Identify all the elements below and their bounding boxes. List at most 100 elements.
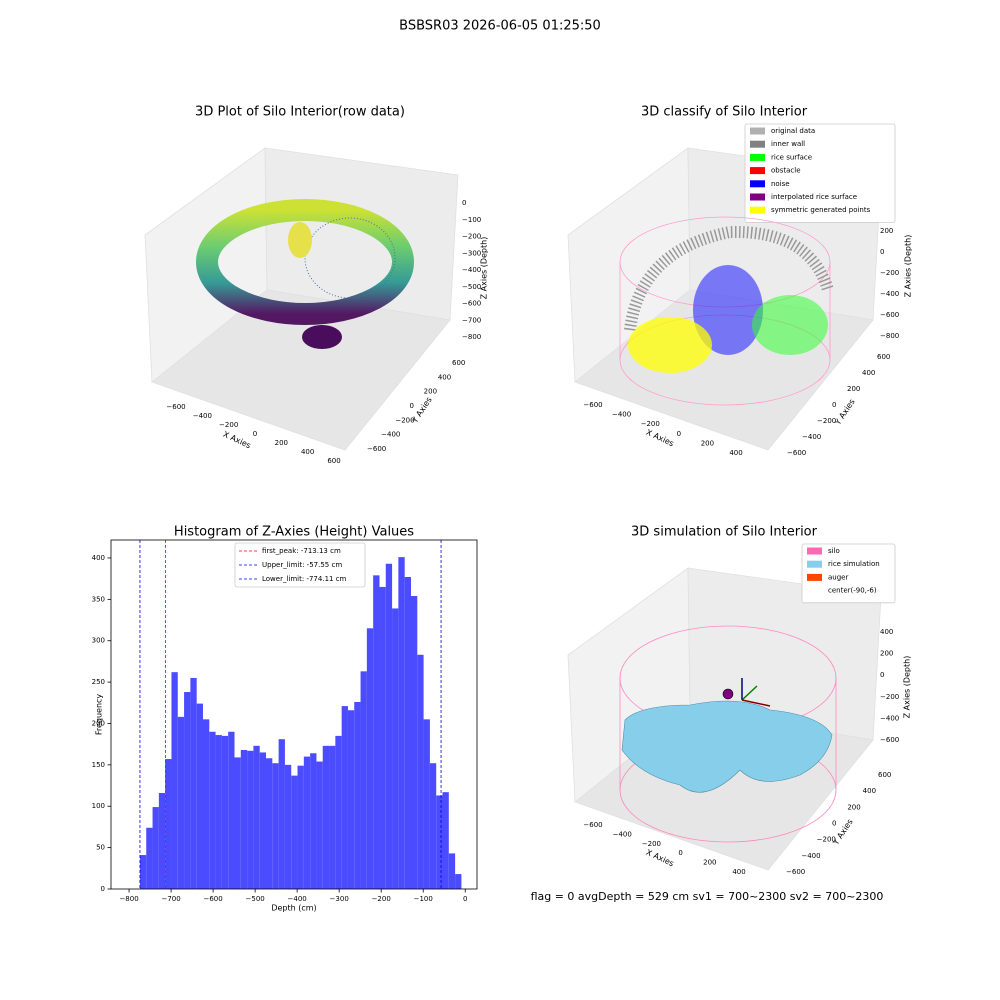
legend-label: auger [828,573,848,581]
bar [259,752,267,889]
legend-label: rice surface [771,153,812,161]
bar [417,654,424,889]
y-tick-label: −400 [802,433,821,441]
x-tick-label: −700 [161,895,180,903]
bar [354,701,361,889]
bar [448,853,456,889]
y-tick-label: 600 [878,771,891,779]
x-tick-label: −600 [166,403,185,411]
x-axis-label: X Axies [645,428,676,449]
bar [373,575,380,889]
x-tick-label: −600 [583,821,602,829]
bar [335,735,342,889]
y-tick-label: −600 [367,445,386,453]
bar [392,608,399,889]
classified-points [619,216,834,406]
bar [404,576,411,889]
legend-label: noise [771,180,790,188]
bar [234,757,241,889]
bar [165,759,172,889]
y-tick-label: 300 [92,637,105,645]
bar [221,735,229,889]
legend-label: obstacle [771,167,801,175]
y-tick-label: 600 [877,353,890,361]
x-axis-label: X Axies [645,848,676,869]
legend-box [801,543,896,604]
chart-title: Histogram of Z-Axies (Height) Values [174,525,414,540]
x-tick-label: 200 [701,439,714,447]
x-tick-label: −200 [372,895,391,903]
legend-label: silo [828,547,840,555]
bar [303,756,311,889]
legend-swatch [807,587,822,595]
x-tick-label: 200 [703,859,716,867]
legend-box [234,542,366,588]
y-tick-label: 0 [101,885,105,893]
legend-label: interpolated rice surface [771,193,857,201]
legend-label: first_peak: -713.13 cm [262,547,341,555]
x-tick-label: −400 [193,412,212,420]
bar [429,763,437,889]
z-tick-label: 400 [880,628,893,636]
bar [247,750,254,889]
x-tick-label: 0 [677,430,681,438]
figure-title: BSBSR03 2026-06-05 01:25:50 [399,19,601,34]
histogram: Histogram of Z-Axies (Height) Values −800… [92,525,478,913]
bar [442,792,449,889]
legend-label: Lower_limit: -774.11 cm [262,575,347,583]
y-tick-label: −600 [786,868,805,876]
y-tick-label: −200 [817,417,836,425]
x-tick-label: −200 [641,420,660,428]
z-tick-label: −100 [462,216,481,224]
z-tick-label: −700 [462,316,481,324]
x-tick-label: 0 [678,849,682,857]
x-tick-label: −400 [613,830,632,838]
y-tick-label: 200 [424,388,437,396]
x-tick-label: −200 [642,840,661,848]
bar [190,677,197,889]
z-tick-label: −600 [880,736,899,744]
bar [146,827,153,889]
bar [215,735,222,889]
y-tick-label: 0 [832,820,836,828]
legend-swatch [807,560,822,568]
legend-swatch [750,206,765,214]
legend-swatch [750,153,765,161]
legend-swatch [750,193,765,201]
z-tick-label: 0 [880,671,884,679]
bar [202,719,210,889]
x-tick-label: −800 [119,895,138,903]
z-tick-label: −300 [462,249,481,257]
bar [228,731,235,889]
status-text: flag = 0 avgDepth = 529 cm sv1 = 700~230… [531,890,884,903]
x-tick-label: 0 [253,430,257,438]
y-tick-label: 600 [452,359,465,367]
bar [423,719,430,889]
bar [177,716,185,889]
bar [379,586,386,889]
silo-simulation [619,625,837,843]
x-axis-label: X Axies [222,430,253,451]
z-axis-label: Z Axies (Depth) [480,237,489,300]
x-tick-label: −100 [414,895,433,903]
z-tick-label: −200 [880,269,899,277]
y-tick-label: 100 [92,802,105,810]
z-axis-label: Z Axies (Depth) [903,656,912,719]
x-tick-label: 0 [463,895,467,903]
z-tick-label: −400 [880,290,899,298]
y-tick-label: −400 [381,431,400,439]
subplot-title: 3D classify of Silo Interior [641,105,808,120]
x-tick-label: −600 [583,401,602,409]
x-tick-label: 200 [275,439,288,447]
legend-swatch [750,167,765,175]
bar [297,765,304,889]
bar [266,758,273,889]
legend-label: rice simulation [828,560,880,568]
bar [322,745,330,889]
legend-label: Upper_limit: -57.55 cm [262,561,342,569]
subplot-title: 3D Plot of Silo Interior(row data) [195,105,405,120]
y-tick-label: −400 [801,852,820,860]
bar [366,628,374,889]
